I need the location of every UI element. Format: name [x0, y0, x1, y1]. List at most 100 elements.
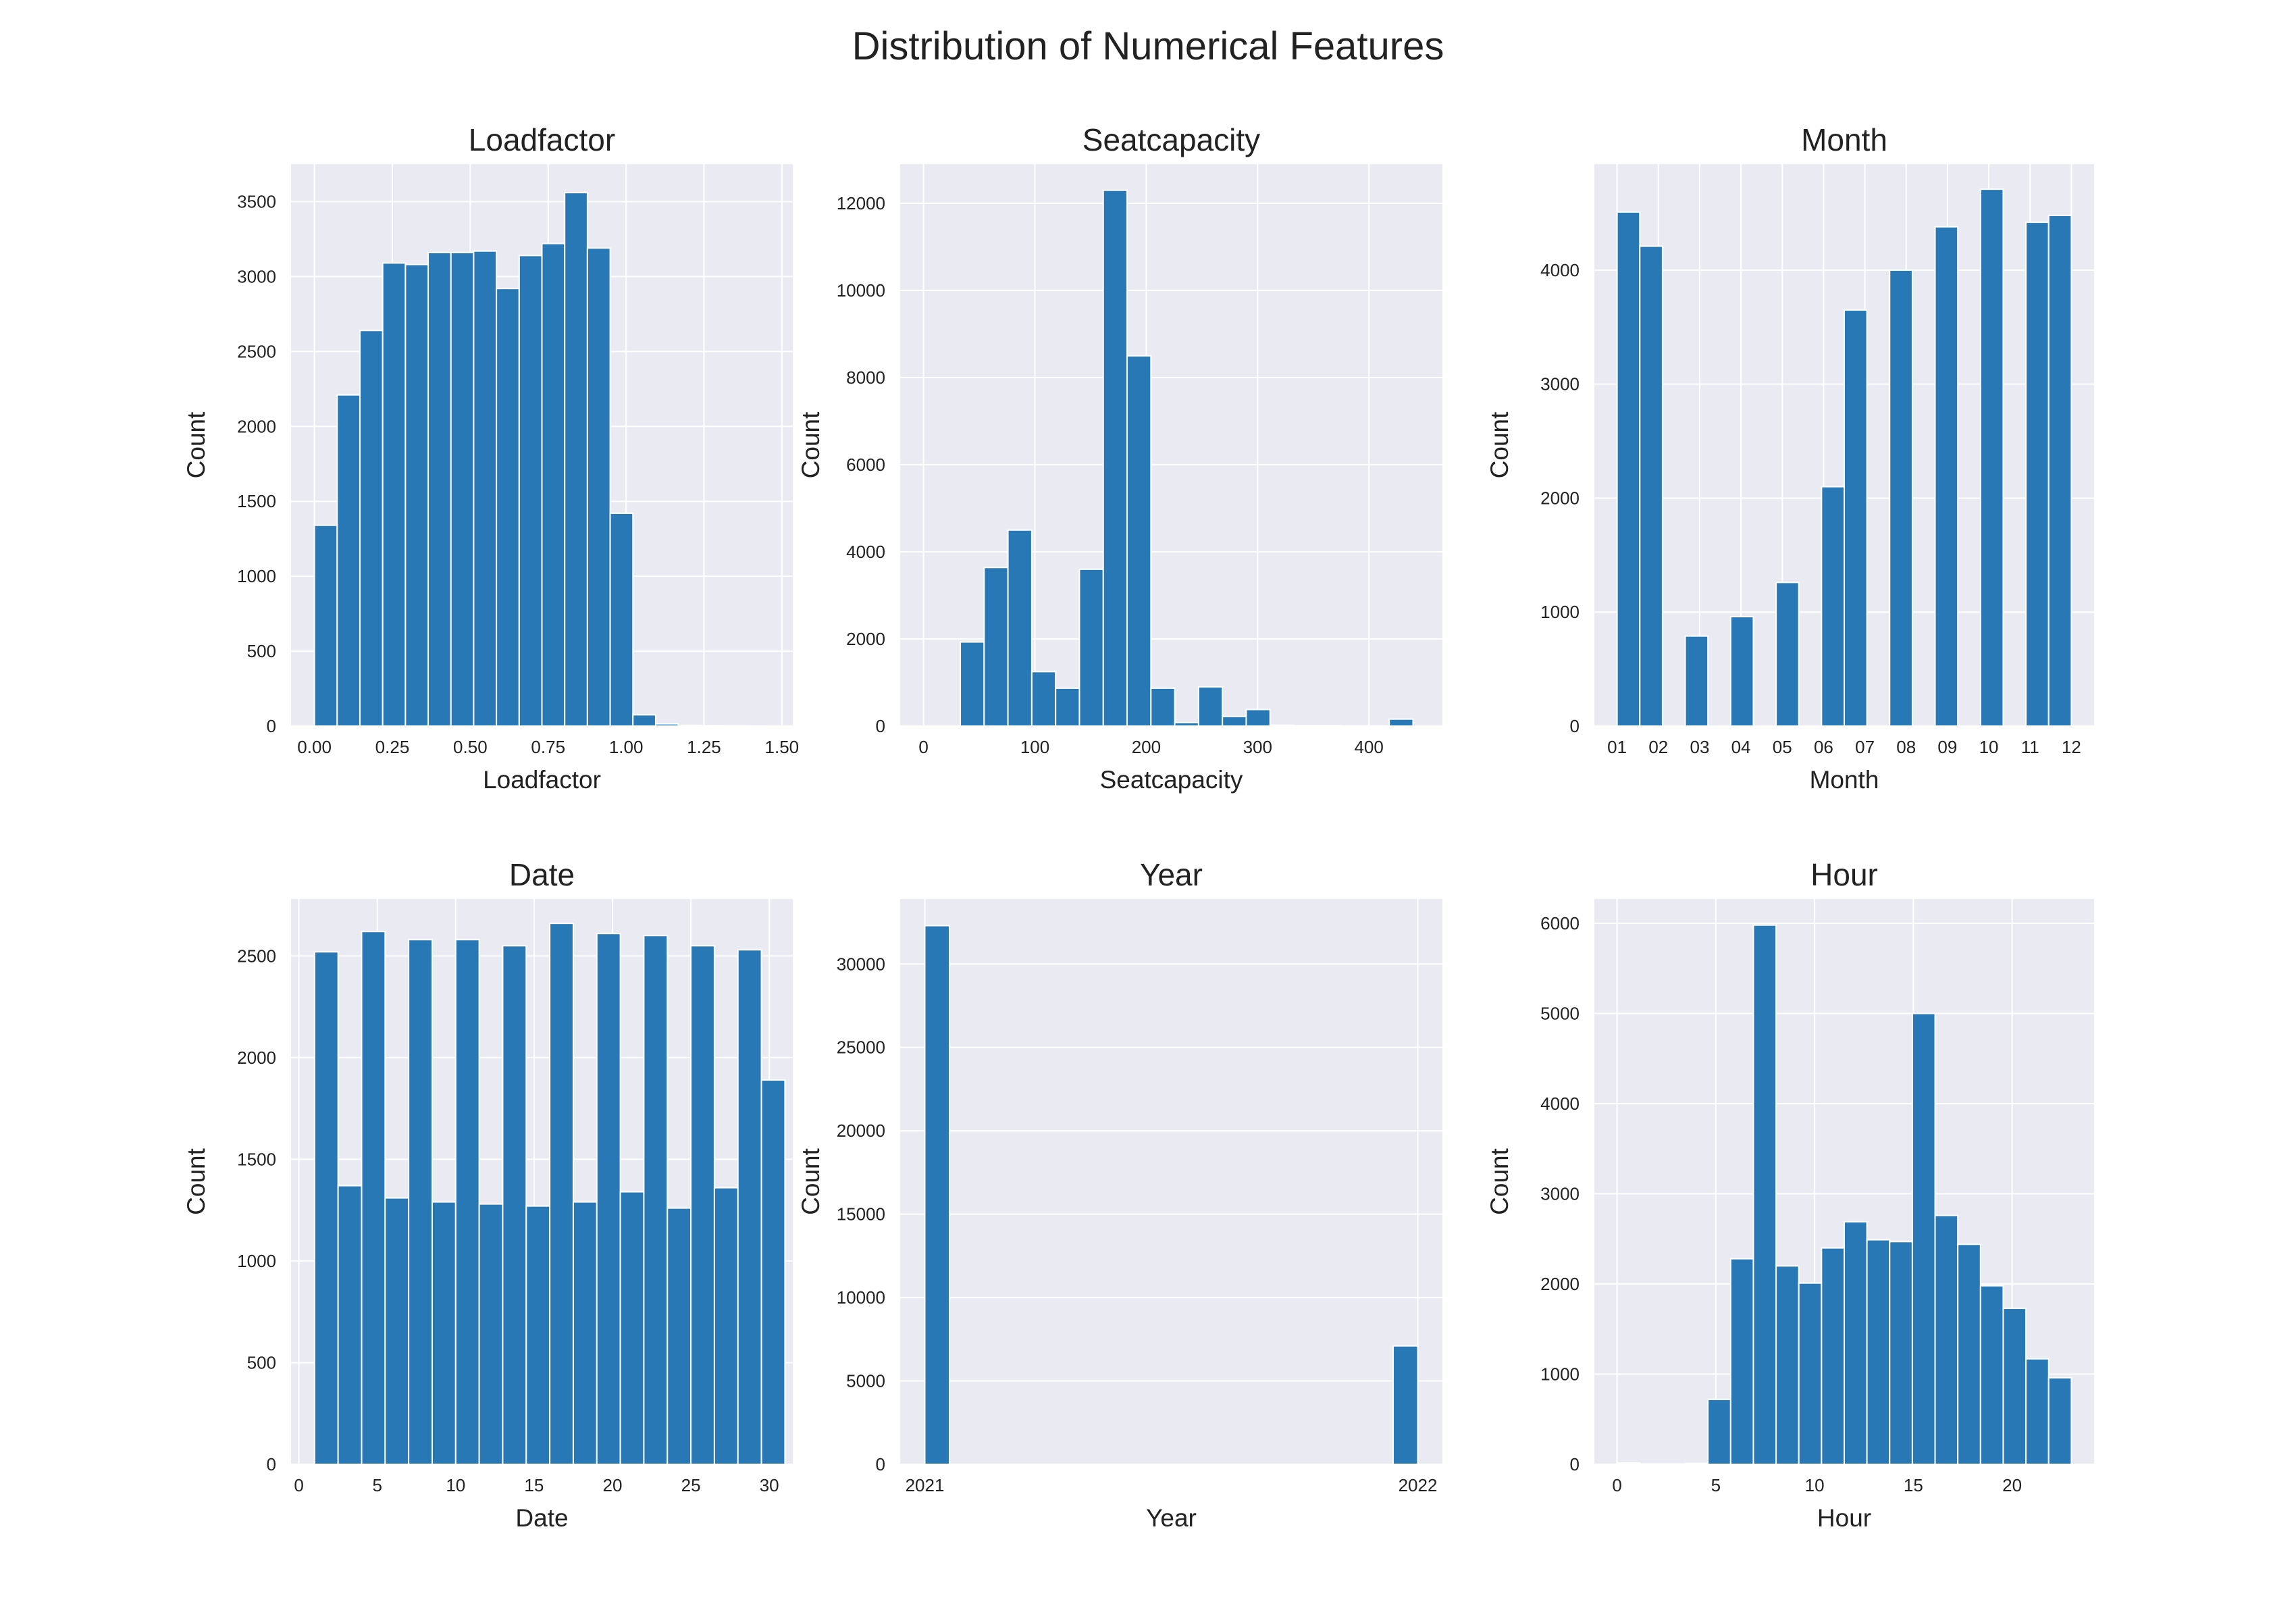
x-tick-label: 05 [1773, 737, 1792, 757]
x-tick-label: 1.50 [765, 737, 800, 757]
bar [427, 251, 452, 727]
y-tick-label: 3000 [1540, 1184, 1580, 1204]
y-tick-label: 2000 [237, 1048, 276, 1068]
panel-seatcapacity: 0 100 200 300 400020004000600080001000012000… [797, 122, 1442, 794]
bar [549, 923, 574, 1465]
bar [1889, 1241, 1913, 1465]
x-axis-label: Date [515, 1504, 568, 1532]
bar [1269, 724, 1295, 727]
x-tick-label: 01 [1607, 737, 1627, 757]
bar [1775, 1265, 1800, 1465]
bar [1317, 725, 1342, 727]
bar [572, 1201, 598, 1465]
y-axis-label: Count [797, 1148, 825, 1214]
bar [2025, 222, 2050, 727]
x-tick-label: 1.25 [687, 737, 721, 757]
y-tick-label: 1000 [1540, 602, 1580, 622]
panel-title: Seatcapacity [1082, 122, 1260, 157]
y-tick-label: 0 [1570, 1454, 1580, 1474]
x-tick-label: 08 [1896, 737, 1916, 757]
y-tick-label: 12000 [837, 193, 885, 213]
bar [1798, 1282, 1823, 1466]
y-tick-label: 2000 [1540, 1274, 1580, 1294]
bar [1616, 211, 1641, 727]
y-axis-label: Count [1486, 1148, 1513, 1214]
y-tick-label: 1500 [237, 491, 276, 511]
bar [408, 939, 433, 1465]
bar [1707, 1398, 1731, 1466]
x-tick-label: 0.25 [375, 737, 410, 757]
bar [359, 330, 384, 727]
bar [496, 288, 520, 727]
x-tick-label: 25 [681, 1475, 701, 1495]
bar [924, 925, 950, 1465]
bar [690, 945, 715, 1465]
panel-date: 0 5 10 15 20 25 30 0 500 1000 1500 2000 2500 Date Date… [182, 857, 793, 1532]
bar [431, 1201, 456, 1465]
x-tick-label: 400 [1354, 737, 1383, 757]
bar [313, 524, 338, 727]
bar [1844, 1220, 1868, 1465]
x-tick-label: 0.75 [531, 737, 565, 757]
panel-title: Loadfactor [469, 122, 615, 157]
y-tick-label: 4000 [1540, 1093, 1580, 1114]
panel-title: Month [1801, 122, 1887, 157]
bar [1174, 721, 1199, 727]
y-tick-label: 0 [1570, 716, 1580, 736]
bar [361, 931, 386, 1465]
y-tick-label: 0 [876, 1454, 885, 1474]
bar [1197, 686, 1224, 727]
bar [454, 939, 480, 1465]
bar [1293, 725, 1319, 727]
panel-title: Date [509, 857, 575, 892]
bar [382, 262, 407, 727]
x-tick-label: 20 [603, 1475, 623, 1495]
x-axis-label: Hour [1817, 1504, 1871, 1532]
panel-year: 2021 2022 0 5000 10000 15000 20000 25000 30000 Ye… [797, 857, 1442, 1532]
y-tick-label: 0 [876, 716, 885, 736]
y-tick-label: 2500 [237, 341, 276, 361]
bar [541, 242, 566, 727]
x-tick-label: 11 [2021, 737, 2039, 757]
bar [1821, 486, 1845, 727]
y-tick-label: 1500 [237, 1149, 276, 1169]
bar [1030, 671, 1057, 727]
x-tick-label: 15 [524, 1475, 544, 1495]
x-tick-label: 12 [2062, 737, 2081, 757]
x-tick-label: 5 [1711, 1475, 1721, 1495]
y-tick-label: 2500 [237, 946, 276, 966]
y-tick-label: 20000 [837, 1121, 885, 1141]
y-tick-label: 500 [247, 1352, 276, 1372]
x-tick-label: 0 [294, 1475, 303, 1495]
bar [619, 1191, 645, 1465]
y-tick-label: 10000 [837, 1287, 885, 1308]
y-tick-label: 6000 [846, 455, 885, 475]
bar [960, 641, 985, 727]
y-tick-label: 2000 [846, 629, 885, 649]
x-tick-label: 0 [918, 737, 928, 757]
bar [586, 247, 611, 727]
y-axis-label: Count [1486, 411, 1513, 478]
y-tick-label: 0 [267, 716, 276, 736]
bar [313, 951, 339, 1465]
panel-hour: 0 5 10 15 20 0 1000 2000 3000 4000 5000 6000 Hour Hou… [1486, 857, 2094, 1532]
bar [336, 394, 361, 727]
y-tick-label: 4000 [846, 542, 885, 562]
bar [518, 255, 543, 727]
bar [1729, 615, 1754, 727]
bar [643, 935, 669, 1465]
x-tick-label: 03 [1690, 737, 1709, 757]
bar [654, 723, 679, 727]
bar [1934, 226, 1959, 727]
bar [1821, 1247, 1845, 1465]
x-tick-label: 04 [1731, 737, 1751, 757]
y-axis-label: Count [182, 1148, 210, 1214]
bar [713, 1187, 739, 1465]
x-tick-label: 1.00 [609, 737, 644, 757]
bar [478, 1203, 504, 1465]
bar [1222, 715, 1247, 727]
bar [1126, 355, 1152, 727]
x-axis-label: Seatcapacity [1100, 766, 1243, 794]
bar [1078, 568, 1104, 727]
bar [473, 250, 498, 727]
